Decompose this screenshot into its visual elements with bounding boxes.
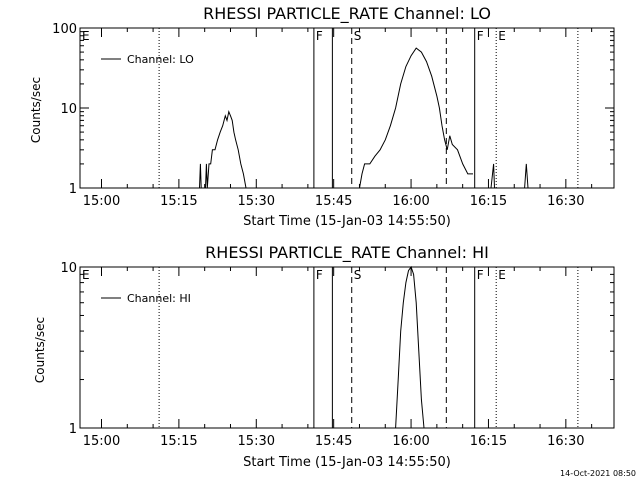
x-tick-label: 15:00 [83,194,120,209]
event-marker-label: F [316,29,323,43]
y-tick-label: 1 [69,422,77,437]
x-ticks: 15:00 15:15 15:30 15:45 16:00 16:15 16:30 [83,28,593,209]
x-tick-label: 15:30 [238,434,275,449]
x-tick-label: 15:15 [160,194,197,209]
x-tick-label: 15:30 [238,194,275,209]
y-tick-label: 1 [69,182,77,197]
series-line [524,163,529,189]
event-marker-label: E [82,29,90,43]
plot-frame [79,266,615,429]
event-marker-label: S [354,268,362,282]
footer-timestamp: 14-Oct-2021 08:50 [560,469,636,478]
legend-label: Channel: LO [127,53,194,66]
chart-title: RHESSI PARTICLE_RATE Channel: HI [205,243,489,263]
event-marker-label: E [498,29,506,43]
event-marker-label: E [498,268,506,282]
x-tick-label: 15:00 [83,434,120,449]
series-line [395,265,425,429]
plot-frame [79,27,615,189]
x-tick-label: 16:00 [392,434,429,449]
series-line [490,163,495,189]
chart-panel-hi: RHESSI PARTICLE_RATE Channel: HI Counts/… [33,243,615,470]
y-tick-label: 10 [60,261,77,276]
series-group [395,265,425,429]
event-marker-label: F [316,268,323,282]
x-tick-label: 15:45 [315,194,352,209]
y-tick-label: 100 [52,22,77,37]
x-axis-label: Start Time (15-Jan-03 14:55:50) [243,455,451,470]
x-tick-label: 16:30 [547,194,584,209]
legend: Channel: HI [101,292,191,305]
y-axis-label: Counts/sec [33,317,47,383]
x-axis-label: Start Time (15-Jan-03 14:55:50) [243,214,451,229]
legend-label: Channel: HI [127,292,191,305]
x-tick-label: 16:30 [547,434,584,449]
event-marker-label: F [477,268,484,282]
series-line [359,47,473,189]
x-tick-label: 16:00 [392,194,429,209]
legend: Channel: LO [101,53,194,66]
chart-title: RHESSI PARTICLE_RATE Channel: LO [203,4,491,24]
y-ticks: 1 10 100 [52,22,614,197]
y-axis-label: Counts/sec [29,77,43,143]
event-marker-label: F [477,29,484,43]
y-tick-label: 10 [60,102,77,117]
chart-panel-lo: RHESSI PARTICLE_RATE Channel: LO Counts/… [29,4,615,229]
event-marker-label: E [82,268,90,282]
x-tick-label: 15:15 [160,434,197,449]
series-group [199,47,529,189]
event-marker-label: S [354,29,362,43]
x-ticks: 15:00 15:15 15:30 15:45 16:00 16:15 16:30 [83,267,593,449]
x-tick-label: 16:15 [470,434,507,449]
y-ticks: 1 10 [60,261,614,437]
series-line [199,110,247,189]
x-tick-label: 15:45 [315,434,352,449]
x-tick-label: 16:15 [470,194,507,209]
